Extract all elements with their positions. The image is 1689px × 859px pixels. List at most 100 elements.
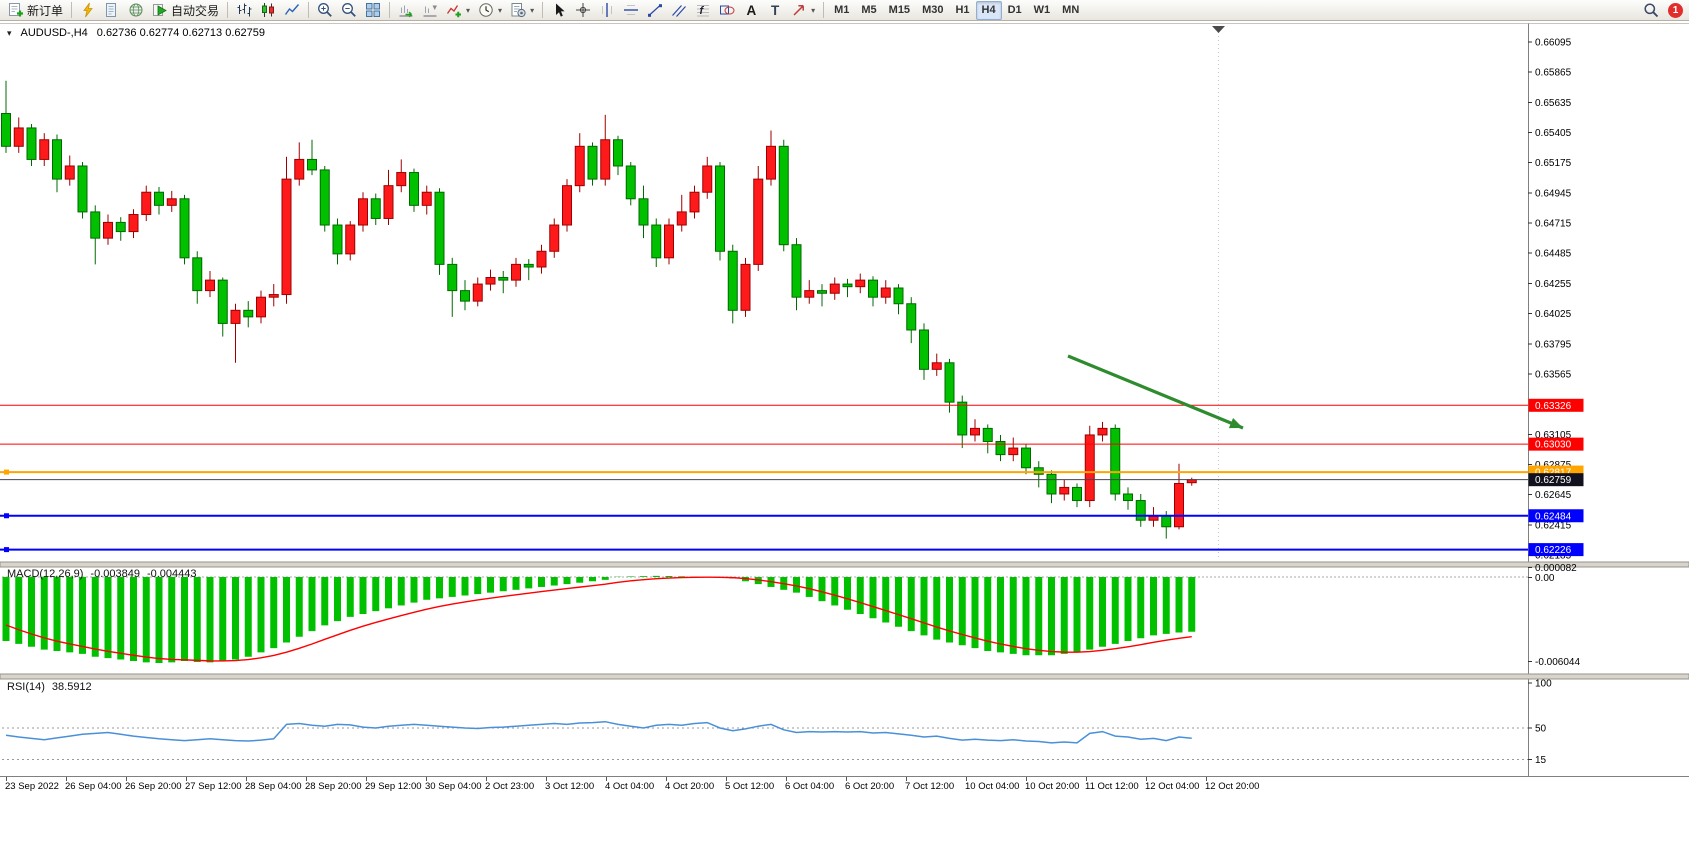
tf-m15-button[interactable]: M15 [883,1,916,20]
candle [268,294,279,298]
rsi-header: RSI(14) 38.5912 [7,681,92,693]
chart-shift-button[interactable] [418,1,442,20]
level-anchor[interactable] [4,513,9,519]
level-anchor[interactable] [4,469,9,475]
price-tick-label: 0.63565 [1535,369,1572,380]
candle [944,362,955,403]
time-axis-label: 23 Sep 2022 [5,781,59,792]
data-window-button[interactable] [100,1,124,20]
level-price-label-text: 0.63030 [1535,440,1572,451]
candle [1097,427,1108,436]
price-tick-label: 0.64485 [1535,249,1572,260]
line-icon [284,2,300,18]
toolbar-right: 1 [1639,1,1685,20]
bar-chart-button[interactable] [232,1,256,20]
candle [919,329,929,370]
ohlc-values: 0.62736 0.62774 0.62713 0.62759 [96,27,265,39]
trend-arrow[interactable] [1067,354,1244,430]
tf-m1-button[interactable]: M1 [828,1,855,20]
trendline-button[interactable] [643,1,667,20]
candle [1059,486,1070,495]
zoom-out-button[interactable] [337,1,361,20]
time-axis-label: 28 Sep 04:00 [245,781,302,792]
market-watch-button[interactable] [124,1,148,20]
chart-macd-splitter[interactable] [0,561,1689,568]
candle [536,250,547,268]
tf-h1-button[interactable]: H1 [949,1,975,20]
templates-button[interactable]: ▾ [506,1,538,20]
notification-badge[interactable]: 1 [1668,2,1683,18]
fibonacci-button[interactable]: f [691,1,715,20]
arrows-button[interactable]: ▾ [787,1,819,20]
candle [1135,500,1146,521]
chart-shift-marker[interactable] [1212,26,1225,33]
vertical-line-button[interactable] [595,1,619,20]
candle [982,427,993,443]
tf-m30-button[interactable]: M30 [916,1,949,20]
bars-icon [236,2,252,18]
tf-m5-button[interactable]: M5 [855,1,882,20]
candle [243,309,254,318]
candle [396,172,407,187]
text-button[interactable]: A [739,1,763,20]
chart-collapse-icon[interactable]: ▾ [7,27,12,38]
line-chart-button[interactable] [280,1,304,20]
price-tick-label: 0.64255 [1535,279,1572,290]
clock-icon [478,2,494,18]
candle [676,211,687,226]
price-tick-label: 0.65405 [1535,128,1572,139]
candle [256,296,266,318]
cursor-button[interactable] [547,1,571,20]
autotrading-button[interactable]: 自动交易 [148,1,223,20]
svg-text:T: T [771,3,780,18]
tf-h4-button-label: H4 [981,4,996,16]
tf-h1-button-label: H1 [955,4,970,16]
candle [26,127,37,160]
candle-chart-button[interactable] [256,1,280,20]
autoscroll-icon [398,2,414,18]
svg-text:f: f [700,5,705,17]
time-axis-label: 3 Oct 12:00 [545,781,594,792]
candle [1161,515,1172,528]
zoom-in-button[interactable] [313,1,337,20]
horizontal-line-button[interactable] [619,1,643,20]
new-order-button-label: 新订单 [27,3,64,18]
shapes-button[interactable] [715,1,739,20]
price-tick-label: 0.63795 [1535,339,1572,350]
vline-icon [599,2,615,18]
price-tick-label: 0.64025 [1535,309,1572,320]
tf-mn-button[interactable]: MN [1056,1,1085,20]
time-axis-label: 12 Oct 20:00 [1205,781,1259,792]
rsi-scale-label: 15 [1535,755,1547,766]
candle [230,309,241,324]
tf-h4-button[interactable]: H4 [975,0,1002,20]
label-button[interactable]: T [763,1,787,20]
time-axis-label: 10 Oct 20:00 [1025,781,1079,792]
periods-button[interactable]: ▾ [474,1,506,20]
auto-scroll-button[interactable] [394,1,418,20]
tf-w1-button[interactable]: W1 [1028,1,1057,20]
cursor-icon [551,2,567,18]
arrow-icon [791,2,807,18]
macd-rsi-splitter[interactable] [0,673,1689,680]
toolbar-separator [542,2,544,18]
indicators-button[interactable]: ▾ [442,1,474,20]
new-order-button[interactable]: 新订单 [4,1,67,20]
search-button[interactable] [1639,1,1663,20]
toolbar-separator [823,2,825,18]
tile-windows-button[interactable] [361,1,385,20]
shapes-icon [719,2,735,18]
channel-button[interactable] [667,1,691,20]
tf-d1-button[interactable]: D1 [1002,1,1028,20]
candle [421,191,432,206]
candle [294,158,305,180]
charts-panel-button[interactable] [76,1,100,20]
crosshair-button[interactable] [571,1,595,20]
candle [766,145,776,180]
level-anchor[interactable] [4,547,9,553]
current-price-label-text: 0.62759 [1535,475,1572,486]
candle [128,214,139,233]
hline-icon [623,2,639,18]
candle [39,139,50,160]
